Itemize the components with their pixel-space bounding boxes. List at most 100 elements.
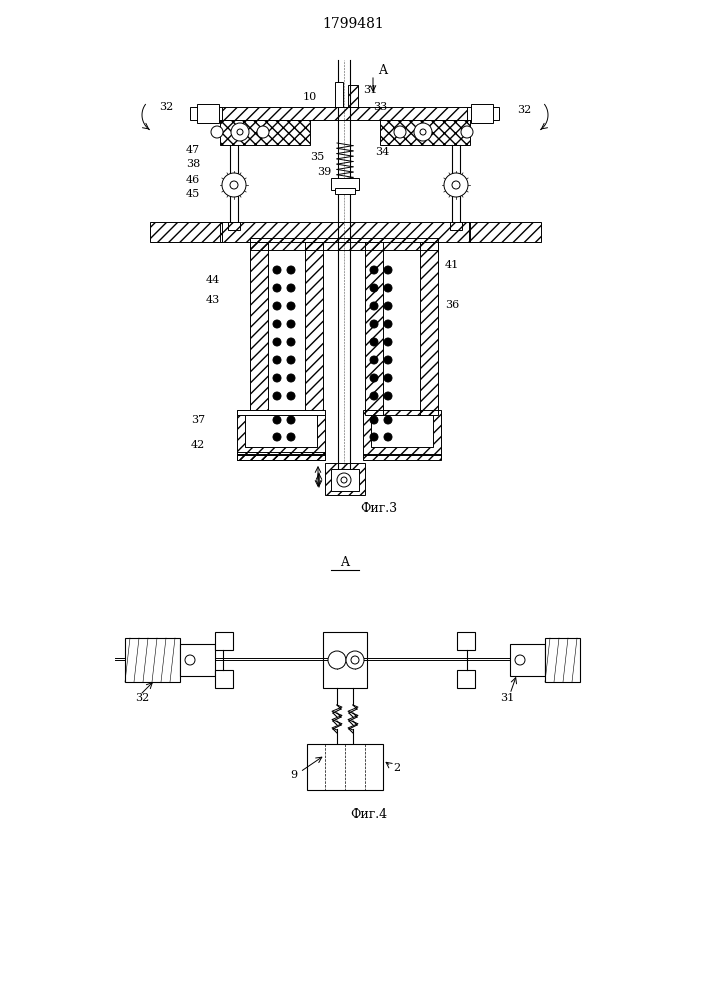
Text: Фиг.4: Фиг.4 [350,808,387,822]
Bar [237,410,325,455]
Text: 34: 34 [375,147,390,157]
Bar [510,644,545,676]
Text: 37: 37 [191,415,205,425]
Circle shape [185,655,195,665]
Circle shape [287,356,295,364]
Circle shape [273,266,281,274]
Text: A: A [341,556,349,570]
Circle shape [273,356,281,364]
Circle shape [222,173,246,197]
Circle shape [515,655,525,665]
Circle shape [384,374,392,382]
Circle shape [370,338,378,346]
Circle shape [287,284,295,292]
Bar [307,744,383,790]
Text: Фиг.3: Фиг.3 [360,502,397,514]
Circle shape [273,392,281,400]
Bar [471,104,493,123]
Circle shape [384,392,392,400]
Bar [335,188,355,194]
Text: 46: 46 [186,175,200,185]
Bar [457,632,475,650]
Bar [323,632,367,688]
Circle shape [230,181,238,189]
Text: 47: 47 [186,145,200,155]
Text: 2: 2 [393,763,400,773]
Bar [125,638,180,682]
Text: 35: 35 [310,152,325,162]
Bar [469,222,541,242]
Circle shape [287,416,295,424]
Circle shape [287,392,295,400]
Circle shape [370,266,378,274]
Bar [250,238,438,250]
Circle shape [337,473,351,487]
Circle shape [370,284,378,292]
Circle shape [384,433,392,441]
Bar [335,82,343,107]
Text: 9: 9 [290,770,297,780]
Bar [363,410,441,455]
Bar [325,463,365,495]
Bar [237,454,325,460]
Circle shape [237,129,243,135]
Circle shape [287,266,295,274]
Bar [245,415,317,447]
Circle shape [370,374,378,382]
Text: 44: 44 [206,275,220,285]
Circle shape [273,302,281,310]
Circle shape [444,173,468,197]
Bar [457,670,475,688]
Circle shape [287,374,295,382]
Circle shape [346,651,364,669]
Bar [348,85,358,107]
Text: A: A [378,64,387,77]
Bar [237,452,325,460]
Text: 32: 32 [135,693,149,703]
Bar [467,107,499,120]
Circle shape [461,126,473,138]
Circle shape [452,181,460,189]
Bar [331,469,359,491]
Circle shape [287,338,295,346]
Circle shape [328,651,346,669]
Bar [305,242,323,415]
Bar [220,222,470,242]
Circle shape [287,302,295,310]
Bar [220,120,310,145]
Text: 32: 32 [517,105,531,115]
Bar [150,222,222,242]
Text: 45: 45 [186,189,200,199]
Circle shape [394,126,406,138]
Bar [371,415,433,447]
Bar [331,178,359,190]
Circle shape [384,266,392,274]
Bar [215,670,233,688]
Text: 43: 43 [206,295,220,305]
Circle shape [273,320,281,328]
Circle shape [370,356,378,364]
Bar [420,242,438,415]
Circle shape [231,123,249,141]
Circle shape [287,320,295,328]
Circle shape [370,302,378,310]
Bar [237,410,325,415]
Text: 31: 31 [500,693,514,703]
Bar [363,454,441,460]
Circle shape [287,433,295,441]
Text: 31: 31 [363,85,378,95]
Circle shape [351,656,359,664]
Text: 1799481: 1799481 [322,17,384,31]
Bar [220,107,470,120]
Bar [380,120,470,145]
Bar [450,222,462,230]
Circle shape [414,123,432,141]
Circle shape [370,392,378,400]
Circle shape [370,433,378,441]
Circle shape [273,338,281,346]
Text: 41: 41 [445,260,460,270]
Circle shape [370,416,378,424]
Circle shape [273,374,281,382]
Bar [180,644,215,676]
Text: 36: 36 [445,300,460,310]
